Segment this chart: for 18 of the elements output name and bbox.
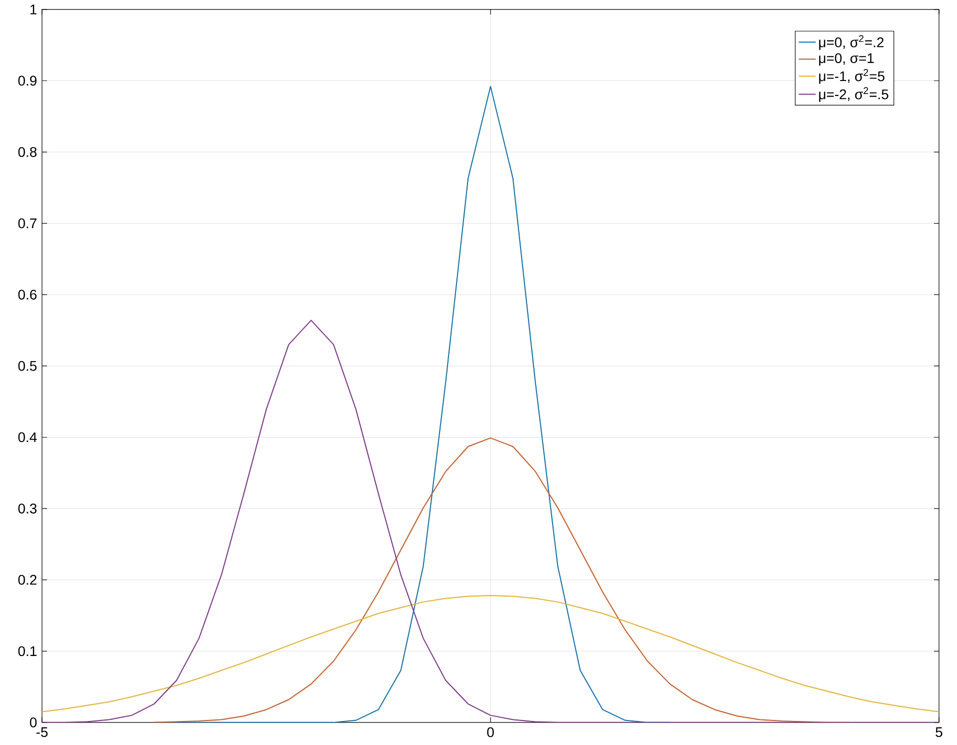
- y-tick-label: 0.3: [18, 503, 37, 514]
- x-tick-label: 0: [487, 727, 494, 737]
- x-tick-label: 5: [936, 727, 942, 737]
- y-tick-label: 0.8: [18, 146, 37, 157]
- y-tick-label: 0.4: [18, 432, 37, 442]
- y-tick-label: 0.6: [18, 289, 37, 300]
- legend-label: μ=0, σ=1: [819, 52, 874, 66]
- y-tick-label: 0.1: [18, 646, 36, 656]
- y-tick-label: 0.9: [18, 76, 36, 86]
- y-tick-label: 0.7: [18, 218, 36, 228]
- legend-label: μ=-2, σ$^{2}$=.5: [819, 86, 888, 102]
- legend-label: μ=-1, σ$^{2}$=5: [819, 68, 884, 84]
- x-tick-label: -5: [36, 727, 48, 737]
- y-tick-label: 1: [30, 4, 36, 14]
- y-tick-label: 0: [30, 717, 37, 728]
- y-tick-label: 0.5: [18, 360, 37, 371]
- legend-label: μ=0, σ$^{2}$=.2: [819, 34, 884, 50]
- y-tick-label: 0.2: [18, 574, 36, 585]
